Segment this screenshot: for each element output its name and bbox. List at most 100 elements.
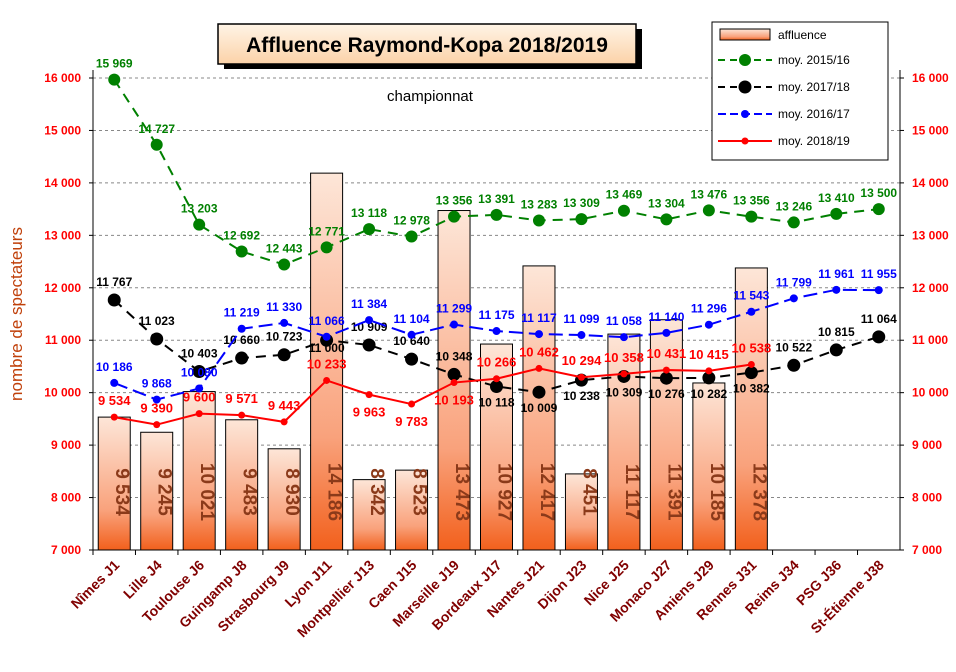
data-point [447,367,461,381]
data-label: 10 193 [434,393,474,408]
bar-value-label: 8 930 [281,468,302,516]
data-point [153,421,161,429]
y-tick-label-right: 9 000 [912,438,942,452]
data-point [405,352,419,366]
data-label: 13 356 [733,194,770,208]
data-label: 11 799 [776,275,812,289]
bar-value-label: 10 927 [493,463,514,521]
data-label: 12 771 [308,224,345,238]
data-label: 10 009 [521,401,558,415]
data-label: 10 522 [775,340,812,354]
data-label: 10 415 [689,347,729,362]
y-tick-label-right: 12 000 [912,281,949,295]
data-label: 15 969 [96,57,133,71]
data-label: 13 118 [351,206,387,220]
chart-title: Affluence Raymond-Kopa 2018/2019 [246,34,608,57]
data-label: 9 571 [225,391,258,406]
data-point [235,351,249,365]
data-label: 13 410 [818,191,855,205]
bar-value-label: 12 417 [536,463,557,521]
data-point [787,216,800,229]
data-point [320,241,333,254]
data-point [110,413,118,421]
data-point [280,418,288,426]
data-point [830,207,843,220]
data-label: 13 391 [478,192,515,206]
bar [649,319,683,551]
data-point [702,204,715,217]
y-tick-label-left: 15 000 [44,123,81,137]
bar [225,419,259,551]
data-point [278,258,291,271]
data-point [660,213,673,226]
bar-value-label: 10 021 [196,463,217,522]
data-point [277,348,291,362]
legend-marker [741,110,749,118]
bar-value-label: 9 483 [239,468,260,516]
data-label: 13 500 [860,186,897,200]
y-tick-label-left: 8 000 [51,491,81,505]
data-label: 10 348 [436,349,473,363]
data-point [235,245,248,258]
y-tick-label-left: 11 000 [45,333,81,347]
data-point [659,371,673,385]
data-point [744,366,758,380]
chart-subtitle: championnat [387,88,474,105]
data-label: 13 476 [691,187,728,201]
data-point [107,293,121,307]
data-point [789,294,798,303]
bar [395,469,429,551]
legend-marker [738,80,752,94]
x-tick-label: Nîmes J1 [68,557,123,612]
data-point [704,320,713,329]
data-label: 11 023 [139,314,175,328]
bar [692,382,726,551]
data-label: 10 276 [648,387,685,401]
data-label: 10 238 [563,389,600,403]
data-label: 11 099 [563,312,599,326]
series-line [114,363,752,426]
data-point [493,375,500,383]
data-label: 13 304 [648,196,685,210]
data-point [747,360,755,368]
data-point [408,400,416,408]
data-point [532,385,546,399]
data-point [492,327,501,336]
data-label: 11 767 [96,275,132,289]
data-label: 12 443 [266,242,303,256]
data-label: 11 955 [861,267,897,281]
data-label: 11 961 [818,267,854,281]
data-label: 10 403 [181,347,218,361]
data-label: 10 080 [181,365,218,379]
data-point [237,324,246,333]
y-tick-label-right: 7 000 [912,543,942,557]
bar [140,431,174,551]
data-point [407,330,416,339]
bar-value-label: 8 523 [409,468,430,516]
data-point [108,73,121,86]
data-point [110,378,119,387]
data-point [450,379,458,387]
data-label: 10 640 [393,334,430,348]
y-tick-label-right: 10 000 [912,386,949,400]
data-point [152,395,161,404]
y-tick-label-left: 13 000 [44,228,81,242]
data-point [787,358,801,372]
legend-label: affluence [778,28,827,42]
data-point [322,332,331,341]
data-point [874,286,883,295]
data-point [192,365,206,379]
y-axis-label: nombre de spectateurs [7,227,26,401]
legend-label: moy. 2017/18 [778,80,850,94]
data-point [577,331,586,340]
data-label: 9 600 [183,390,216,405]
legend-label: moy. 2018/19 [778,134,850,148]
data-point [238,411,246,419]
data-label: 9 783 [395,414,428,429]
data-label: 10 462 [519,344,559,359]
data-point [365,391,373,399]
bar [267,448,301,551]
data-label: 10 431 [647,346,687,361]
data-point [195,410,203,418]
data-point [193,218,206,231]
